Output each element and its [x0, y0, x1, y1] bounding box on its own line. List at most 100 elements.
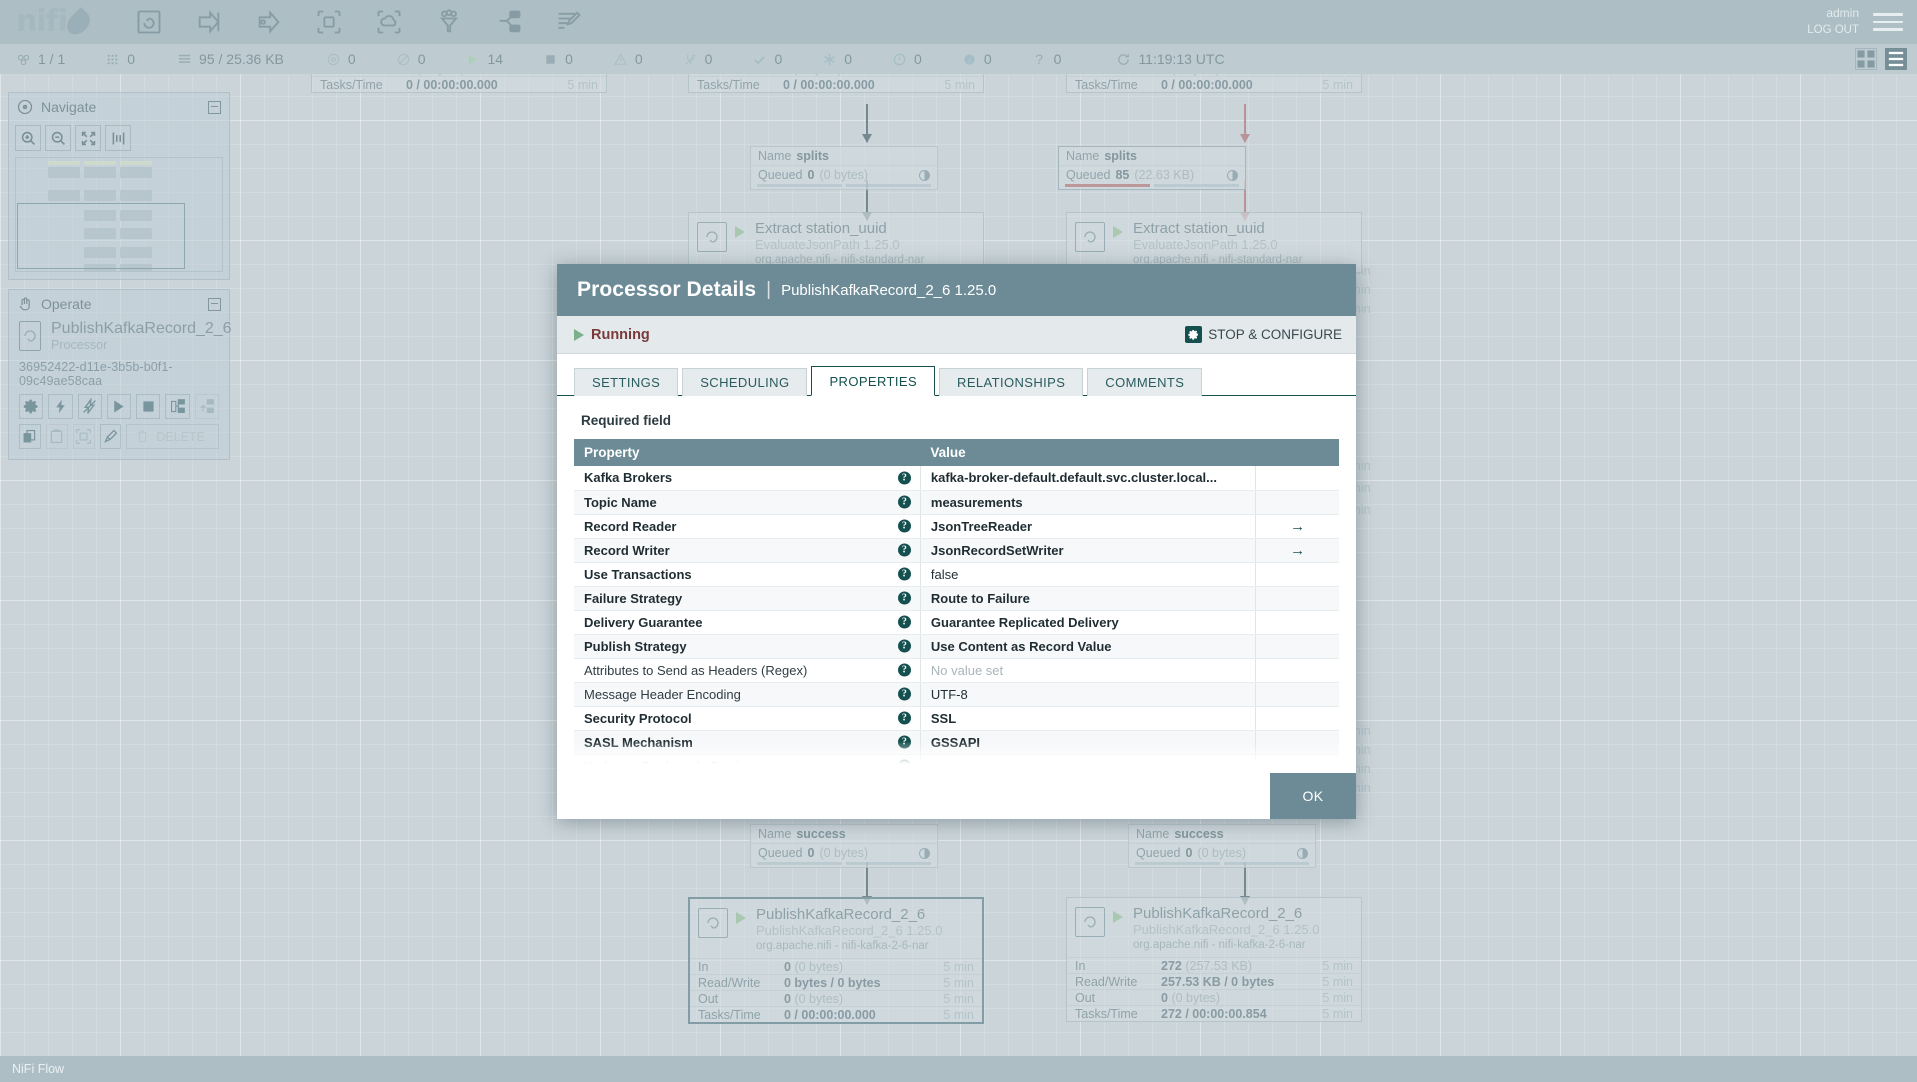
- help-icon[interactable]: ?: [897, 711, 911, 725]
- breadcrumb[interactable]: NiFi Flow: [0, 1056, 1917, 1082]
- property-value-cell[interactable]: No value set: [920, 658, 1257, 683]
- change-color-button[interactable]: [99, 424, 122, 450]
- table-row[interactable]: Publish Strategy? Use Content as Record V…: [574, 634, 1339, 659]
- tab-properties[interactable]: PROPERTIES: [811, 366, 936, 396]
- collapse-icon[interactable]: [208, 297, 221, 311]
- help-icon[interactable]: ?: [897, 519, 911, 533]
- canvas-processor-kafka-2[interactable]: PublishKafkaRecord_2_6 PublishKafkaRecor…: [1066, 897, 1362, 1023]
- connection-label[interactable]: Name success Queued 0 (0 bytes): [1128, 824, 1316, 868]
- status-value: 95 / 25.36 KB: [199, 51, 284, 67]
- queue-indicator-icon: [919, 169, 930, 181]
- help-icon[interactable]: ?: [897, 759, 911, 773]
- property-value-cell[interactable]: kafka-broker-default.default.svc.cluster…: [920, 466, 1257, 491]
- table-row[interactable]: Topic Name? measurements: [574, 490, 1339, 515]
- processor-details-dialog: Processor Details | PublishKafkaRecord_2…: [557, 264, 1356, 819]
- input-port-icon[interactable]: [194, 7, 224, 37]
- property-value-cell[interactable]: JsonTreeReader: [920, 514, 1257, 539]
- processor-icon[interactable]: [134, 7, 164, 37]
- start-button[interactable]: [106, 394, 132, 420]
- refresh-icon[interactable]: [1116, 52, 1131, 67]
- help-icon[interactable]: ?: [897, 639, 911, 653]
- minimap[interactable]: [15, 157, 223, 272]
- funnel-icon[interactable]: [434, 7, 464, 37]
- table-row[interactable]: Failure Strategy? Route to Failure: [574, 586, 1339, 611]
- logout-link[interactable]: LOG OUT: [1807, 24, 1859, 37]
- help-icon[interactable]: ?: [897, 591, 911, 605]
- remote-process-group-icon[interactable]: [374, 7, 404, 37]
- list-view-button[interactable]: [1885, 48, 1907, 70]
- help-icon[interactable]: ?: [897, 543, 911, 557]
- table-row[interactable]: Record Writer? JsonRecordSetWriter →: [574, 538, 1339, 563]
- property-value-cell[interactable]: No value set: [920, 754, 1257, 773]
- connection-label[interactable]: Name splits Queued 0 (0 bytes): [750, 146, 938, 190]
- tab-comments[interactable]: COMMENTS: [1087, 368, 1203, 396]
- table-row[interactable]: Kafka Brokers? kafka-broker-default.defau…: [574, 466, 1339, 491]
- zoom-in-button[interactable]: [15, 125, 41, 151]
- go-to-service-icon[interactable]: →: [1290, 517, 1306, 535]
- property-value-cell[interactable]: SSL: [920, 706, 1257, 731]
- minimap-viewport[interactable]: [17, 203, 185, 269]
- connection-label[interactable]: Name splits Queued 85 (22.63 KB): [1058, 146, 1246, 190]
- table-row[interactable]: Delivery Guarantee? Guarantee Replicated …: [574, 610, 1339, 635]
- upload-template-button[interactable]: [194, 394, 219, 420]
- tab-scheduling[interactable]: SCHEDULING: [682, 368, 808, 396]
- tab-settings[interactable]: SETTINGS: [574, 368, 679, 396]
- template-icon[interactable]: [494, 7, 524, 37]
- tab-relationships[interactable]: RELATIONSHIPS: [939, 368, 1084, 396]
- stop-and-configure-button[interactable]: STOP & CONFIGURE: [1185, 326, 1342, 343]
- property-value-cell[interactable]: UTF-8: [920, 682, 1257, 707]
- property-value-cell[interactable]: Route to Failure: [920, 586, 1257, 611]
- menu-icon[interactable]: [1873, 7, 1903, 37]
- property-value-cell[interactable]: JsonRecordSetWriter: [920, 538, 1257, 563]
- output-port-icon[interactable]: [254, 7, 284, 37]
- processor-type: PublishKafkaRecord_2_6 1.25.0: [756, 923, 943, 939]
- paste-button[interactable]: [45, 424, 68, 450]
- canvas-processor-extract-1[interactable]: Extract station_uuid EvaluateJsonPath 1.…: [688, 212, 984, 274]
- table-row[interactable]: SASL Mechanism? GSSAPI: [574, 730, 1339, 755]
- process-group-icon[interactable]: [314, 7, 344, 37]
- ok-button[interactable]: OK: [1270, 773, 1356, 819]
- property-value-cell[interactable]: Use Content as Record Value: [920, 634, 1257, 659]
- help-icon[interactable]: ?: [897, 735, 911, 749]
- grid-view-button[interactable]: [1855, 48, 1877, 70]
- create-template-button[interactable]: [165, 394, 190, 420]
- table-row[interactable]: Kerberos Credentials Service? No value se…: [574, 754, 1339, 773]
- table-row[interactable]: Record Reader? JsonTreeReader →: [574, 514, 1339, 539]
- table-row[interactable]: Use Transactions? false: [574, 562, 1339, 587]
- property-value-cell[interactable]: GSSAPI: [920, 730, 1257, 755]
- label-icon[interactable]: [554, 7, 584, 37]
- group-button[interactable]: [72, 424, 95, 450]
- canvas-processor-kafka-1[interactable]: PublishKafkaRecord_2_6 PublishKafkaRecor…: [688, 897, 984, 1025]
- help-icon[interactable]: ?: [897, 687, 911, 701]
- canvas-processor-extract-2[interactable]: Extract station_uuid EvaluateJsonPath 1.…: [1066, 212, 1362, 274]
- help-icon[interactable]: ?: [897, 495, 911, 509]
- disabled-icon: [683, 52, 698, 67]
- delete-button[interactable]: DELETE: [126, 424, 220, 450]
- collapse-icon[interactable]: [208, 100, 221, 114]
- queue-bars: [751, 862, 937, 867]
- stop-button[interactable]: [136, 394, 161, 420]
- table-row[interactable]: Attributes to Send as Headers (Regex)? No…: [574, 658, 1339, 683]
- go-to-service-icon[interactable]: →: [1290, 541, 1306, 559]
- help-icon[interactable]: ?: [897, 663, 911, 677]
- status-refresh[interactable]: 11:19:13 UTC: [1116, 51, 1225, 67]
- copy-button[interactable]: [19, 424, 41, 450]
- status-value: 1 / 1: [38, 51, 66, 67]
- stat-time: 5 min: [944, 77, 975, 92]
- table-row[interactable]: Security Protocol? SSL: [574, 706, 1339, 731]
- zoom-fit-button[interactable]: [75, 125, 101, 151]
- zoom-out-button[interactable]: [45, 125, 71, 151]
- property-value-cell[interactable]: Guarantee Replicated Delivery: [920, 610, 1257, 635]
- disable-button[interactable]: [77, 394, 102, 420]
- help-icon[interactable]: ?: [897, 615, 911, 629]
- properties-table: Property Value Kafka Brokers? kafka-broke…: [574, 439, 1339, 773]
- property-value-cell[interactable]: false: [920, 562, 1257, 587]
- zoom-actual-size-button[interactable]: [105, 125, 131, 151]
- configure-button[interactable]: [19, 394, 44, 420]
- property-value-cell[interactable]: measurements: [920, 490, 1257, 515]
- table-row[interactable]: Message Header Encoding? UTF-8: [574, 682, 1339, 707]
- enable-button[interactable]: [48, 394, 73, 420]
- help-icon[interactable]: ?: [897, 471, 911, 485]
- connection-label[interactable]: Name success Queued 0 (0 bytes): [750, 824, 938, 868]
- help-icon[interactable]: ?: [897, 567, 911, 581]
